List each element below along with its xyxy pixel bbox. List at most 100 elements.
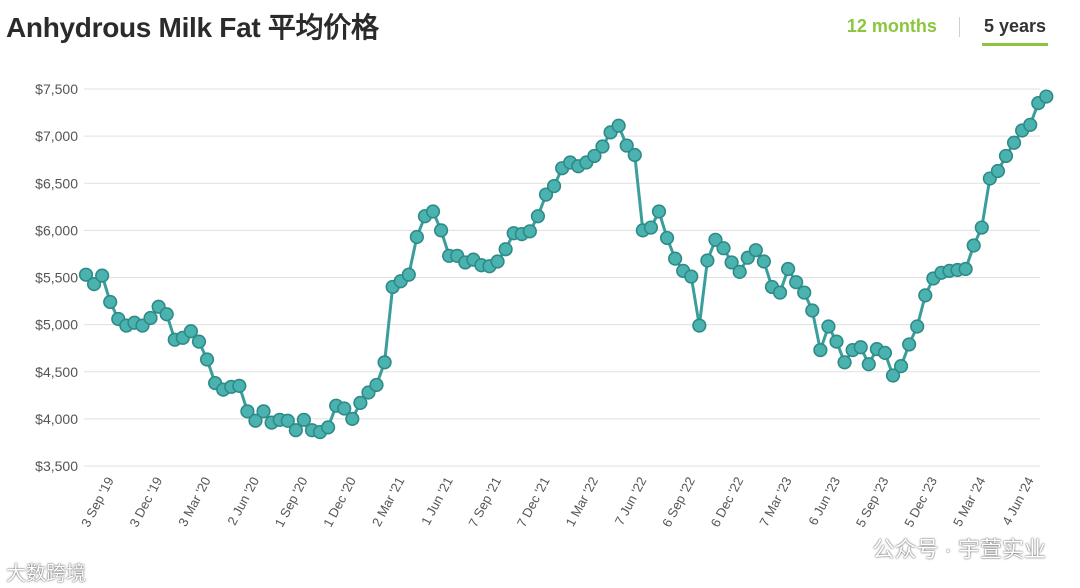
- data-point[interactable]: [772, 285, 788, 300]
- data-point[interactable]: [651, 204, 667, 219]
- data-point[interactable]: [498, 242, 513, 257]
- x-tick-label: 3 Mar '20: [175, 474, 214, 529]
- x-tick-label: 2 Mar '21: [369, 474, 408, 529]
- data-point[interactable]: [546, 178, 562, 194]
- data-point[interactable]: [337, 401, 352, 416]
- x-tick-label: 1 Jun '21: [418, 474, 456, 527]
- data-point[interactable]: [724, 255, 739, 270]
- tab-divider: [958, 17, 960, 37]
- data-point[interactable]: [1039, 89, 1054, 104]
- data-point[interactable]: [708, 232, 723, 247]
- y-axis-ticks: $3,500 $4,000 $4,500 $5,000 $5,500 $6,000 $6,5…: [35, 81, 78, 474]
- data-point[interactable]: [199, 352, 215, 367]
- data-point[interactable]: [159, 307, 174, 322]
- data-point[interactable]: [684, 269, 699, 284]
- data-point[interactable]: [409, 229, 424, 245]
- tab-12-months[interactable]: 12 months: [846, 16, 937, 36]
- y-tick-label: $5,500: [35, 270, 78, 286]
- data-point[interactable]: [990, 163, 1006, 179]
- data-point[interactable]: [829, 334, 844, 349]
- x-tick-label: 4 Jun '24: [999, 474, 1037, 527]
- data-point[interactable]: [191, 334, 207, 349]
- data-point[interactable]: [256, 404, 271, 419]
- x-tick-label: 7 Mar '23: [756, 474, 795, 529]
- data-point[interactable]: [974, 220, 989, 235]
- data-point[interactable]: [756, 254, 771, 269]
- data-point[interactable]: [490, 254, 505, 269]
- data-point[interactable]: [280, 413, 295, 428]
- data-point[interactable]: [425, 204, 441, 219]
- data-point[interactable]: [103, 294, 118, 310]
- x-tick-label: 1 Mar '22: [563, 474, 602, 529]
- data-point[interactable]: [619, 138, 634, 153]
- data-point[interactable]: [780, 261, 796, 277]
- data-point[interactable]: [893, 359, 909, 374]
- data-point[interactable]: [885, 368, 901, 383]
- data-point[interactable]: [627, 147, 642, 163]
- data-point[interactable]: [345, 411, 360, 426]
- range-tabs: 12 months 5 years: [845, 16, 1048, 46]
- data-point[interactable]: [918, 288, 933, 303]
- data-point[interactable]: [401, 267, 416, 282]
- x-tick-label: 6 Dec '22: [707, 474, 746, 529]
- x-tick-label: 3 Sep '19: [78, 474, 117, 529]
- data-point[interactable]: [837, 355, 852, 370]
- data-point[interactable]: [805, 303, 820, 318]
- data-point[interactable]: [232, 378, 247, 393]
- data-point[interactable]: [1023, 117, 1038, 132]
- data-point[interactable]: [595, 139, 610, 154]
- data-point[interactable]: [700, 253, 715, 268]
- data-point[interactable]: [369, 377, 384, 393]
- x-tick-label: 7 Dec '21: [514, 474, 553, 529]
- data-point[interactable]: [538, 187, 554, 202]
- data-point[interactable]: [910, 319, 925, 334]
- data-point[interactable]: [813, 342, 828, 358]
- data-point[interactable]: [611, 118, 626, 133]
- data-point[interactable]: [86, 277, 102, 292]
- data-point[interactable]: [748, 243, 763, 258]
- x-tick-label: 1 Sep '20: [272, 474, 311, 529]
- data-point[interactable]: [183, 324, 199, 339]
- data-point[interactable]: [692, 318, 707, 333]
- data-point[interactable]: [78, 267, 94, 282]
- tab-5-years[interactable]: 5 years: [981, 16, 1048, 46]
- data-point[interactable]: [958, 261, 973, 277]
- page-title: Anhydrous Milk Fat 平均价格: [6, 12, 379, 43]
- y-tick-label: $5,000: [35, 317, 78, 333]
- data-point[interactable]: [143, 310, 158, 326]
- data-point[interactable]: [643, 220, 659, 235]
- data-point[interactable]: [587, 148, 602, 164]
- x-tick-label: 5 Sep '23: [853, 474, 892, 529]
- data-point[interactable]: [732, 264, 747, 279]
- data-point[interactable]: [853, 340, 868, 355]
- watermark-right: 公众号 · 宇萱实业: [872, 537, 1046, 562]
- data-point[interactable]: [659, 230, 675, 246]
- data-point[interactable]: [861, 357, 876, 372]
- data-point[interactable]: [902, 337, 917, 352]
- data-point[interactable]: [522, 224, 537, 239]
- data-point[interactable]: [353, 395, 368, 410]
- data-point[interactable]: [288, 423, 303, 438]
- data-point[interactable]: [248, 413, 263, 428]
- grid-lines: [84, 88, 1040, 467]
- y-tick-label: $6,500: [35, 175, 78, 191]
- data-point[interactable]: [95, 268, 110, 283]
- data-point[interactable]: [716, 241, 731, 256]
- x-tick-label: 5 Dec '23: [901, 474, 940, 529]
- y-tick-label: $3,500: [35, 458, 78, 474]
- data-point[interactable]: [240, 404, 255, 419]
- data-point[interactable]: [998, 148, 1014, 164]
- data-point[interactable]: [789, 275, 804, 290]
- data-point[interactable]: [966, 238, 981, 253]
- data-point[interactable]: [321, 420, 336, 435]
- x-tick-label: 6 Sep '22: [659, 474, 698, 529]
- data-point[interactable]: [797, 285, 812, 300]
- data-point[interactable]: [296, 412, 311, 427]
- data-point[interactable]: [433, 223, 449, 238]
- data-point[interactable]: [530, 209, 546, 224]
- data-point[interactable]: [821, 319, 836, 334]
- data-point[interactable]: [1006, 135, 1022, 150]
- data-point[interactable]: [668, 251, 683, 266]
- data-point[interactable]: [377, 355, 392, 370]
- data-point[interactable]: [877, 345, 893, 361]
